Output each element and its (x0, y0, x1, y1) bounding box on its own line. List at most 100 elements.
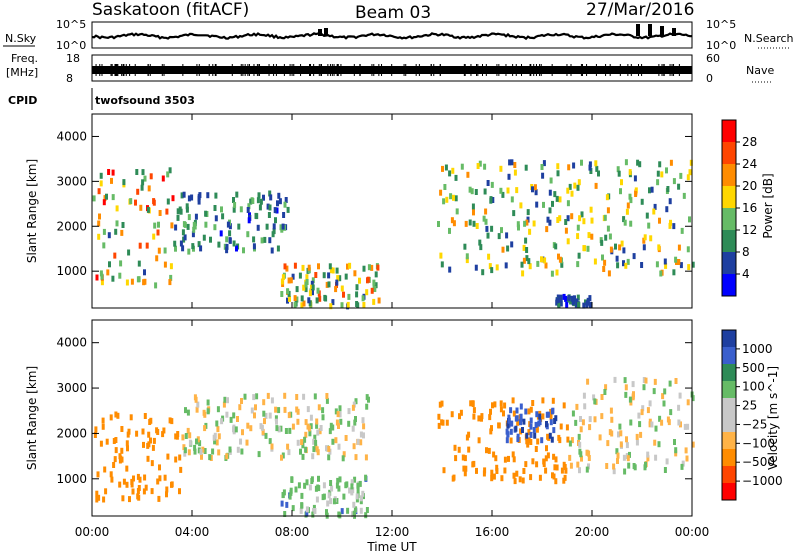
echo-cell (143, 175, 147, 182)
echo-cell (312, 504, 316, 511)
echo-cell (281, 492, 285, 498)
echo-cell (351, 404, 355, 411)
echo-cell (262, 399, 266, 406)
echo-cell (99, 440, 103, 447)
colorbar-cell (722, 230, 736, 252)
echo-cell (571, 410, 575, 417)
echo-cell (239, 206, 243, 213)
echo-cell (194, 213, 198, 220)
echo-cell (319, 425, 323, 431)
nsearch-tick-low: 10^0 (706, 39, 736, 52)
echo-cell (338, 411, 342, 418)
echo-cell (677, 183, 681, 190)
echo-cell (308, 484, 312, 491)
echo-cell (593, 398, 597, 405)
echo-cell (316, 287, 320, 294)
echo-cell (507, 417, 511, 424)
echo-cell (606, 225, 610, 232)
y-tick-label: 2000 (56, 219, 87, 233)
echo-cell (624, 159, 628, 166)
nsky-trace (91, 24, 693, 41)
echo-cell (169, 263, 173, 270)
echo-cell (602, 266, 606, 272)
echo-cell (341, 455, 345, 462)
power-colorbar: 28 24 20 16 12 8 4 (721, 119, 757, 297)
echo-cell (243, 393, 247, 400)
echo-cell (310, 280, 314, 287)
colorbar-cell (722, 120, 736, 142)
echo-cell (519, 428, 523, 435)
echo-cell (295, 286, 299, 293)
echo-cell (515, 187, 519, 194)
echo-cell (438, 401, 442, 408)
echo-cell (535, 426, 539, 433)
echo-cell (503, 467, 507, 474)
echo-cell (648, 187, 651, 194)
echo-cell (529, 406, 533, 413)
echo-cell (147, 441, 151, 448)
echo-cell (612, 463, 616, 470)
echo-cell (179, 240, 183, 247)
echo-cell (585, 449, 589, 456)
echo-cell (647, 222, 651, 229)
power-ylabel: Slant Range [km] (25, 159, 39, 263)
echo-cell (199, 245, 203, 252)
echo-cell (452, 194, 455, 201)
echo-cell (625, 208, 629, 215)
echo-cell (541, 172, 545, 179)
echo-cell (340, 508, 344, 515)
echo-cell (332, 498, 336, 505)
echo-cell (352, 443, 356, 450)
nsky-spike (648, 24, 652, 36)
colorbar-cell (722, 208, 736, 230)
echo-cell (257, 451, 261, 458)
echo-cell (246, 422, 250, 429)
echo-cell (301, 442, 305, 449)
echo-cell (554, 243, 558, 250)
echo-cell (634, 187, 638, 194)
echo-cell (442, 198, 446, 205)
echo-cell (101, 423, 105, 430)
echo-cell (478, 239, 482, 246)
echo-cell (463, 455, 467, 462)
echo-cell (612, 468, 616, 475)
echo-cell (606, 440, 610, 447)
echo-cell (315, 297, 319, 304)
echo-cell (97, 220, 101, 227)
echo-cell (688, 216, 691, 223)
velocity-background (92, 320, 692, 516)
echo-cell (180, 192, 184, 199)
echo-cell (327, 454, 331, 461)
echo-cell (274, 406, 278, 413)
echo-cell (628, 396, 632, 403)
echo-cell (240, 448, 244, 455)
nave-tick-low: 0 (706, 72, 713, 85)
colorbar-cell (722, 466, 736, 483)
echo-cell (439, 189, 443, 196)
echo-cell (273, 207, 277, 214)
echo-cell (325, 397, 329, 404)
echo-cell (632, 463, 636, 469)
echo-cell (620, 240, 624, 247)
echo-cell (280, 454, 283, 461)
echo-cell (572, 162, 576, 169)
echo-cell (485, 447, 488, 454)
echo-cell (353, 506, 357, 513)
echo-cell (483, 188, 487, 195)
echo-cell (365, 507, 369, 513)
freq-tick-high: 18 (66, 52, 80, 65)
echo-cell (168, 279, 172, 286)
power-colorbar-label: Power [dB] (761, 173, 775, 238)
echo-cell (348, 262, 352, 269)
colorbar-cell (722, 449, 736, 466)
echo-cell (648, 418, 652, 425)
echo-cell (573, 182, 577, 189)
echo-cell (121, 495, 125, 502)
echo-cell (522, 418, 526, 425)
echo-cell (364, 512, 368, 519)
echo-cell (529, 431, 533, 438)
echo-cell (232, 424, 236, 431)
echo-cell (314, 272, 318, 278)
y-tick-label: 4000 (56, 336, 87, 350)
echo-cell (361, 490, 365, 497)
